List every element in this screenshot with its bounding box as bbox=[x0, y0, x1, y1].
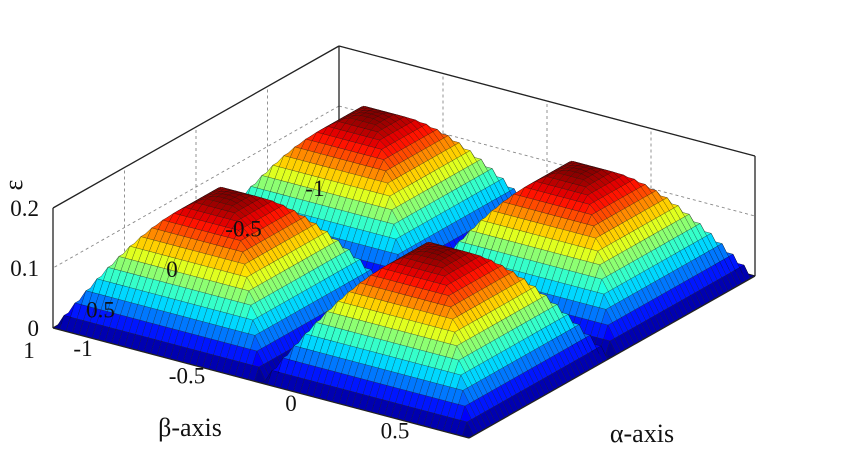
x-tick-label: 1 bbox=[493, 446, 505, 450]
x-tick-label: 0.5 bbox=[381, 419, 410, 444]
x-axis-label: α-axis bbox=[610, 419, 674, 448]
x-tick-label: 0 bbox=[285, 391, 297, 416]
x-tick-label: -0.5 bbox=[169, 364, 205, 389]
y-tick-label: -1 bbox=[305, 176, 324, 201]
axes-edge bbox=[338, 45, 756, 157]
z-axis-label: ε bbox=[0, 179, 28, 190]
x-tick-label: -1 bbox=[73, 336, 92, 361]
z-tick-label: 0.1 bbox=[10, 256, 39, 281]
y-tick-label: -0.5 bbox=[225, 217, 261, 242]
y-axis-label: β-axis bbox=[158, 413, 222, 442]
y-tick-label: 1 bbox=[23, 338, 35, 363]
wall-grid-line bbox=[52, 105, 340, 269]
surface-mesh bbox=[52, 105, 756, 439]
z-tick-label: 0.2 bbox=[10, 196, 39, 221]
y-tick-label: 0.5 bbox=[86, 298, 115, 323]
axes-edge bbox=[52, 45, 340, 209]
y-tick-label: 0 bbox=[166, 257, 178, 282]
